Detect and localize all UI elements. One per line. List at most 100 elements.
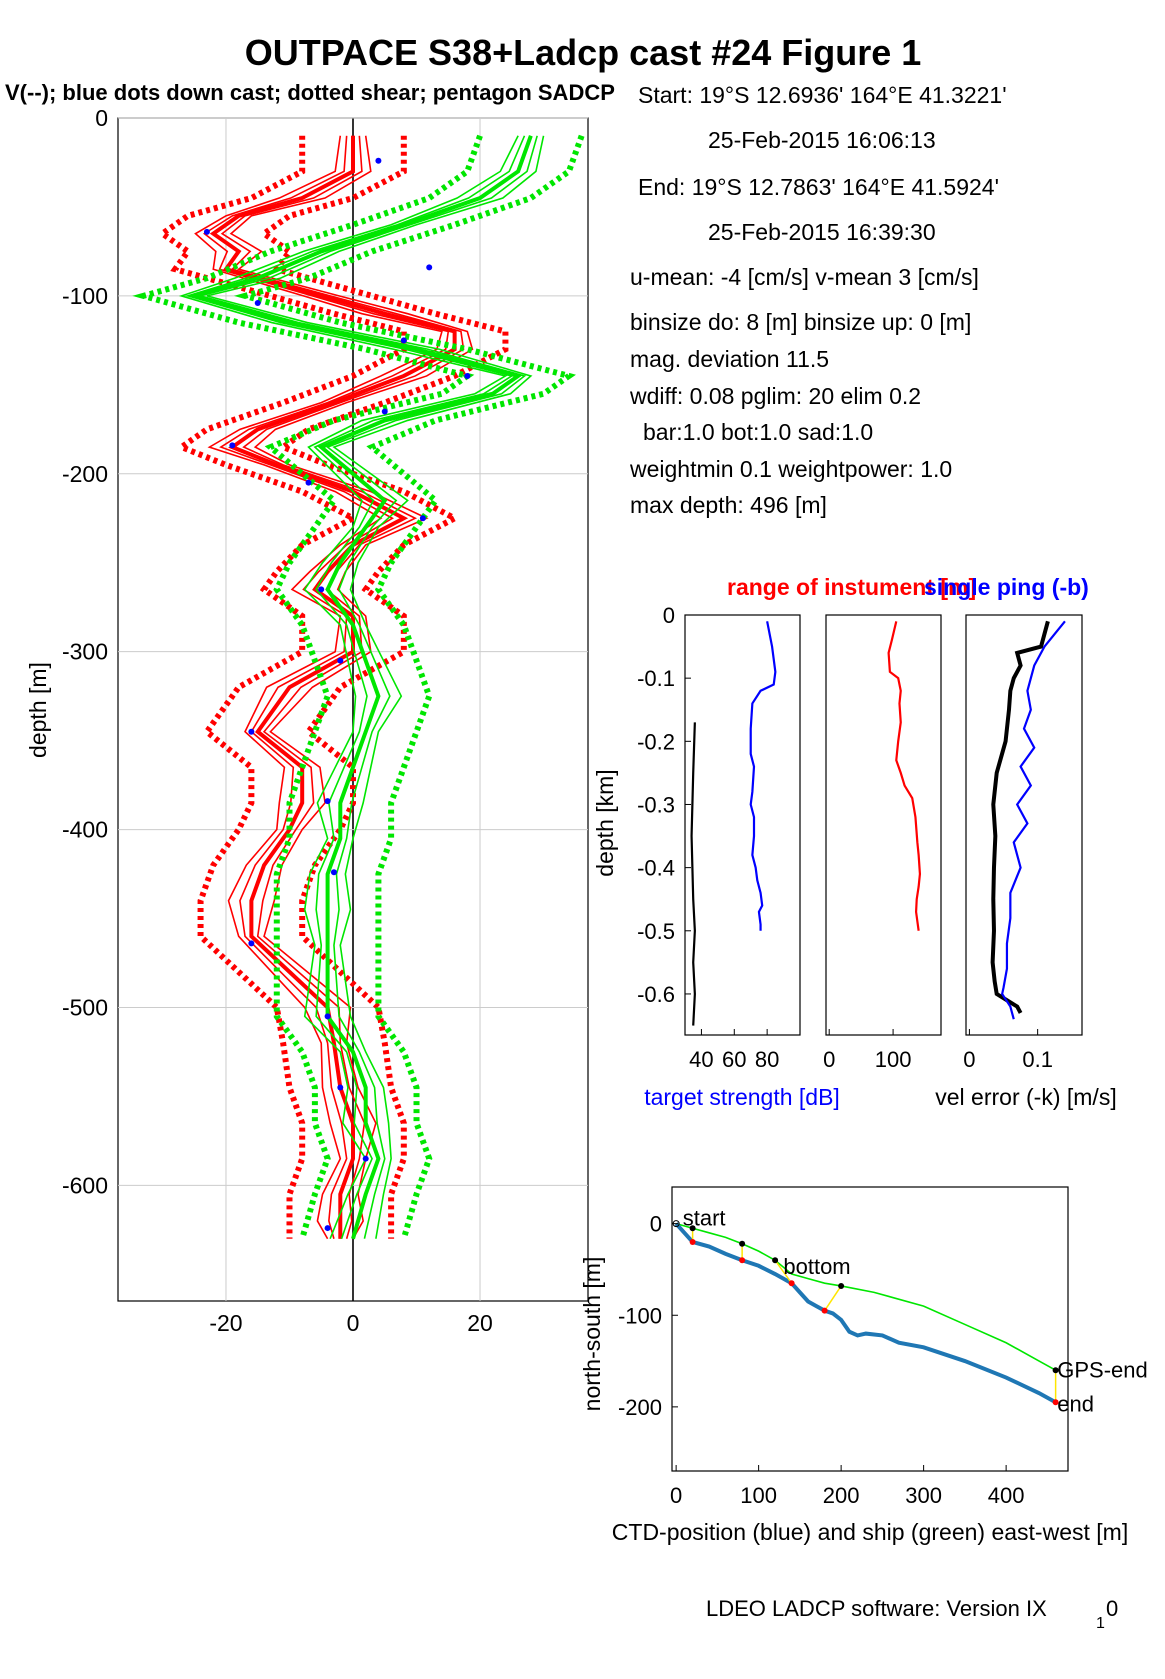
- target-strength-xtick-label: 80: [755, 1047, 779, 1072]
- velocity-error-xtick-label: 0: [963, 1047, 975, 1072]
- info-wdiff: wdiff: 0.08 pglim: 20 elim 0.2: [629, 383, 921, 409]
- info-start: Start: 19°S 12.6936' 164°E 41.3221': [638, 82, 1007, 108]
- velocity-ytick-label: -500: [62, 994, 108, 1020]
- ship-fix-dot: [772, 1257, 779, 1264]
- green-profile-line: [178, 135, 519, 1240]
- green-profile-mean: [188, 135, 533, 1240]
- range-of-instrument-line-red: [887, 621, 922, 931]
- track-ytick-label: -100: [618, 1303, 662, 1328]
- down-cast-dot: [324, 798, 331, 805]
- info-maxdepth: max depth: 496 [m]: [630, 492, 827, 518]
- velocity-error-line-blue: [1000, 620, 1066, 1020]
- down-cast-dot: [337, 1084, 344, 1091]
- connector-line: [774, 1259, 793, 1284]
- velocity-ytick-label: -100: [62, 283, 108, 309]
- info-end: End: 19°S 12.7863' 164°E 41.5924': [638, 174, 999, 200]
- down-cast-dot: [375, 157, 382, 164]
- figure-title: OUTPACE S38+Ladcp cast #24 Figure 1: [245, 32, 922, 73]
- red-profile-line: [194, 135, 443, 1240]
- footer-text: LDEO LADCP software: Version IX: [706, 1596, 1047, 1621]
- info-magdev: mag. deviation 11.5: [630, 346, 829, 372]
- small-panel-ticks: 40 60 80 0 -0.1 -0.2 -0.3 -0.4 -0.5 -0.6 0 100 0 0.1: [637, 603, 1053, 1072]
- figure-subtitle: V(--); blue dots down cast; dotted shear…: [5, 80, 615, 105]
- ship-track-ticks: 0 100 200 300 400 0 -100 -200 start bottom GPS-end…: [618, 1205, 1148, 1508]
- target-strength-ytick-label: -0.2: [637, 729, 675, 754]
- ship-track-panel: [671, 1186, 1069, 1472]
- gps-end-label: GPS-end: [1057, 1358, 1148, 1383]
- velocity-ytick-label: 0: [95, 105, 108, 131]
- info-end-time: 25-Feb-2015 16:39:30: [708, 219, 936, 245]
- ctd-fix-dot: [1052, 1399, 1059, 1406]
- track-xtick-label: 300: [905, 1483, 942, 1508]
- info-binsize: binsize do: 8 [m] binsize up: 0 [m]: [630, 309, 971, 335]
- velocity-error-xtick-label: 0.1: [1022, 1047, 1053, 1072]
- down-cast-dot: [426, 264, 433, 271]
- down-cast-dot: [464, 372, 471, 379]
- down-cast-dot: [203, 228, 210, 235]
- velocity-xtick-label: -20: [209, 1310, 242, 1336]
- track-ytick-label: -200: [618, 1395, 662, 1420]
- footer: LDEO LADCP software: Version IX 1 0: [706, 1596, 1118, 1632]
- track-xlabel: CTD-position (blue) and ship (green) eas…: [612, 1519, 1128, 1545]
- velocity-ytick-label: -600: [62, 1172, 108, 1198]
- track-ytick-label: 0: [650, 1212, 662, 1237]
- ship-fix-dot: [739, 1240, 746, 1247]
- vel-error-frame: [965, 614, 1083, 1036]
- ctd-fix-dot: [788, 1280, 795, 1287]
- down-cast-dot: [324, 1013, 331, 1020]
- green-profile-shear: [132, 134, 483, 1240]
- velocity-ytick-label: -300: [62, 639, 108, 665]
- info-block: Start: 19°S 12.6936' 164°E 41.3221' 25-F…: [629, 82, 1007, 518]
- down-cast-dot: [248, 940, 255, 947]
- green-profile-line: [206, 135, 545, 1239]
- footer-subscript: 1: [1096, 1615, 1105, 1632]
- velocity-ylabel: depth [m]: [25, 662, 51, 758]
- range-of-instrument-xtick-label: 0: [823, 1047, 835, 1072]
- range-of-instrument-xtick-label: 100: [875, 1047, 912, 1072]
- green-profile-line: [197, 135, 538, 1239]
- ctd-fix-dot: [739, 1257, 746, 1264]
- track-xtick-label: 100: [740, 1483, 777, 1508]
- info-bar: bar:1.0 bot:1.0 sad:1.0: [643, 419, 873, 445]
- red-profile-mean: [210, 135, 457, 1239]
- bottom-label: bottom: [783, 1254, 850, 1279]
- red-profile-shear: [258, 135, 509, 1239]
- red-profile-shear: [157, 135, 407, 1239]
- track-xtick-label: 400: [988, 1483, 1025, 1508]
- connector-line: [824, 1285, 842, 1312]
- target-strength-label: target strength [dB]: [644, 1084, 840, 1110]
- down-cast-dot: [362, 1155, 369, 1162]
- ship-fix-dot: [838, 1282, 845, 1289]
- ship-fix-dot: [689, 1225, 696, 1232]
- velocity-profile-panel: -20 0 200-100-200-300-400-500-600 depth [m…: [25, 105, 589, 1336]
- target-strength-ytick-label: -0.4: [637, 856, 675, 881]
- down-cast-dot: [419, 515, 426, 522]
- down-cast-dot: [254, 300, 261, 307]
- start-label: start: [683, 1205, 726, 1230]
- down-cast-dot: [229, 442, 236, 449]
- target-strength-ytick-label: -0.5: [637, 919, 675, 944]
- target-strength-frame: [684, 614, 801, 1036]
- info-start-time: 25-Feb-2015 16:06:13: [708, 127, 936, 153]
- target-strength-ytick-label: 0: [663, 603, 675, 628]
- single-ping-title: single ping (-b): [924, 574, 1089, 600]
- depth-km-label: depth [km]: [592, 769, 618, 876]
- down-cast-dot: [400, 337, 407, 344]
- ship-fix-dot: [1052, 1367, 1059, 1374]
- track-ylabel: north-south [m]: [579, 1257, 605, 1412]
- green-profile-shear: [233, 134, 585, 1240]
- down-cast-dot: [248, 728, 255, 735]
- down-cast-dot: [305, 479, 312, 486]
- info-weight: weightmin 0.1 weightpower: 1.0: [629, 456, 952, 482]
- ctd-fix-dot: [689, 1238, 696, 1245]
- ctd-track-line: [674, 1222, 1057, 1405]
- down-cast-dot: [330, 869, 337, 876]
- velocity-xtick-label: 20: [467, 1310, 493, 1336]
- target-strength-ytick-label: -0.3: [637, 792, 675, 817]
- vel-error-panel: [965, 614, 1083, 1036]
- info-mean: u-mean: -4 [cm/s] v-mean 3 [cm/s]: [630, 264, 979, 290]
- footer-end: 0: [1106, 1596, 1118, 1621]
- target-strength-panel: [684, 614, 801, 1036]
- target-strength-line-black: [690, 722, 696, 1026]
